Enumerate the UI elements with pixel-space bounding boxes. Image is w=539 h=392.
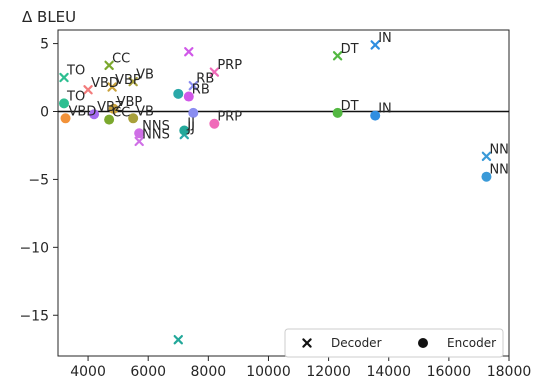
x-tick-label: 14000 (366, 364, 411, 380)
point-label: VBP (115, 73, 141, 88)
legend-encoder-circle-marker-icon (418, 338, 428, 348)
point-label: NN (489, 142, 508, 157)
encoder-point (179, 125, 190, 136)
encoder-point (104, 114, 115, 125)
x-tick-label: 8000 (191, 364, 227, 380)
point-label: PRP (217, 58, 242, 73)
encoder-point (60, 113, 71, 124)
point-label: TO (66, 89, 85, 104)
point-label: RB (196, 72, 214, 87)
decoder-point (104, 60, 114, 71)
encoder-point (188, 107, 199, 118)
point-label: DT (341, 99, 359, 114)
legend-encoder-label: Encoder (447, 336, 496, 350)
point-label: VBP (117, 95, 143, 110)
point-label: JJ (186, 117, 195, 132)
legend: Decoder Encoder (284, 328, 504, 358)
encoder-point (209, 118, 220, 129)
point-label: VB (136, 104, 154, 119)
y-tick-label: −10 (19, 240, 49, 256)
point-label: IN (378, 31, 392, 46)
point-label: CC (112, 51, 130, 66)
decoder-point (184, 47, 194, 57)
point-label: JJ (186, 121, 195, 136)
point-label: TO (66, 64, 85, 79)
decoder-point (134, 136, 144, 147)
axis-ticks: 4000 6000 8000 10000 12000 14000 16000 18000 5 0 −… (19, 37, 531, 380)
decoder-point (83, 85, 93, 95)
point-label: VB (136, 68, 154, 83)
legend-box (284, 328, 504, 358)
x-tick-label: 12000 (306, 364, 351, 380)
point-label: VBZ (97, 100, 124, 115)
y-tick-label: 5 (40, 37, 49, 53)
decoder-point (209, 67, 220, 77)
decoder-point (481, 151, 492, 162)
encoder-point (481, 171, 492, 182)
encoder-point (108, 103, 119, 114)
plot-frame (57, 29, 510, 357)
x-tick-label: 6000 (130, 364, 166, 380)
decoder-point (59, 72, 69, 83)
encoder-point (173, 88, 184, 99)
decoder-point (188, 80, 198, 91)
encoder-point (128, 113, 139, 124)
decoder-point (107, 82, 117, 92)
encoder-point (370, 110, 381, 121)
point-label: NN (489, 163, 508, 178)
chart-title: Δ BLEU (22, 8, 76, 26)
y-tick-label: −5 (28, 172, 49, 188)
x-tick-label: 18000 (487, 364, 532, 380)
legend-dot-shape (418, 338, 428, 348)
point-label: RB (192, 83, 210, 98)
decoder-point (128, 76, 138, 87)
y-tick-label: −15 (19, 308, 49, 324)
x-tick-label: 16000 (427, 364, 472, 380)
x-tick-label: 10000 (246, 364, 291, 380)
legend-decoder-label: Decoder (331, 336, 382, 350)
y-tick-label: 0 (40, 105, 49, 121)
point-label: VBD (69, 104, 97, 119)
encoder-point (332, 107, 343, 118)
point-label: NNS (142, 127, 170, 142)
point-label: DT (341, 42, 359, 57)
point-label: IN (378, 102, 392, 117)
decoder-point (370, 40, 380, 50)
data-points (59, 40, 492, 345)
point-label: PRP (217, 110, 242, 125)
encoder-point (89, 109, 100, 120)
point-label: NNS (142, 119, 170, 134)
encoder-point (183, 91, 194, 102)
decoder-point (332, 51, 343, 61)
decoder-point (173, 335, 183, 345)
legend-x-shape (302, 338, 312, 348)
point-label: VBD (91, 76, 119, 91)
point-label: CC (112, 106, 130, 121)
encoder-point (59, 98, 70, 109)
legend-decoder-x-marker-icon (302, 338, 312, 348)
encoder-point (134, 128, 145, 139)
x-tick-label: 4000 (70, 364, 106, 380)
